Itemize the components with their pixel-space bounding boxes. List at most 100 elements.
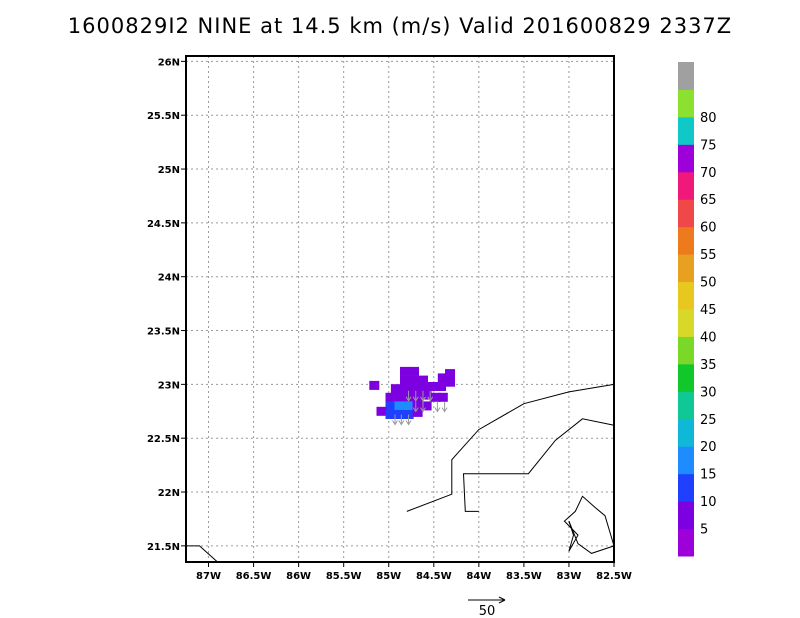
lat-tick-label: 24.5N	[147, 219, 180, 230]
colorbar-label: 80	[700, 111, 717, 126]
plot-frame	[185, 55, 615, 563]
colorbar-segment	[678, 199, 694, 228]
colorbar-label: 5	[700, 523, 708, 538]
lon-tick-label: 86.5W	[236, 571, 272, 582]
lon-tick-label: 83.5W	[506, 571, 542, 582]
wind-vector-head	[412, 407, 419, 413]
lon-tick-label: 83W	[556, 571, 581, 582]
wind-cell	[403, 410, 414, 419]
coastline	[462, 418, 615, 512]
wind-cell	[385, 410, 396, 419]
coastline	[563, 495, 615, 552]
colorbar-segment	[678, 501, 694, 530]
lat-tick-label: 25.5N	[147, 111, 180, 122]
grid-lines	[186, 56, 614, 562]
coastline	[186, 545, 218, 563]
wind-speed-cells	[369, 366, 455, 419]
colorbar-segment	[678, 116, 694, 145]
wind-vector-head	[398, 420, 405, 426]
lat-tick-label: 23N	[158, 380, 180, 391]
wind-vector-head	[412, 396, 419, 402]
wind-cell	[409, 384, 419, 394]
colorbar-label: 50	[700, 276, 717, 291]
lon-tick-label: 84.5W	[416, 571, 452, 582]
wind-cell	[400, 375, 410, 385]
colorbar-segment	[678, 62, 694, 90]
wind-cell	[437, 392, 448, 402]
wind-cell	[369, 380, 380, 390]
lat-tick-label: 22N	[158, 488, 180, 499]
figure-title: 1600829I2 NINE at 14.5 km (m/s) Valid 20…	[67, 14, 733, 38]
colorbar-label: 65	[700, 193, 717, 208]
coastline	[568, 520, 615, 554]
wind-vector-head	[441, 407, 448, 413]
colorbar-segment	[678, 89, 694, 118]
lat-tick-label: 24N	[158, 273, 180, 284]
colorbar-label: 10	[700, 495, 717, 510]
lon-tick-label: 86W	[286, 571, 311, 582]
colorbar-segment	[678, 281, 694, 310]
wind-cell	[385, 401, 396, 411]
wind-cell	[421, 401, 432, 411]
lat-tick-label: 23.5N	[147, 327, 180, 338]
wind-cell	[445, 369, 455, 379]
lon-tick-label: 82.5W	[596, 571, 632, 582]
wind-cell	[376, 406, 387, 416]
colorbar-segment	[678, 336, 694, 365]
colorbar-label: 15	[700, 468, 717, 483]
colorbar-segment	[678, 309, 694, 337]
colorbar-segment	[678, 473, 694, 502]
wind-cell	[400, 366, 410, 376]
coastline	[406, 383, 615, 512]
wind-vector-head	[405, 396, 412, 402]
wind-cell	[421, 390, 432, 400]
colorbar-segment	[678, 528, 694, 557]
wind-cell	[430, 392, 441, 402]
colorbar-label: 40	[700, 330, 717, 345]
colorbar-segment	[678, 144, 694, 173]
lon-tick-label: 85W	[376, 571, 401, 582]
wind-cell	[418, 375, 428, 385]
wind-cell	[436, 382, 446, 391]
colorbar: 5 10 15 20 25 30 35 40 45 50 55 60 65 70 75 80	[678, 62, 717, 557]
colorbar-segment	[678, 446, 694, 475]
colorbar-segment	[678, 254, 694, 283]
colorbar-segment	[678, 418, 694, 447]
latitude-axis: 21.5N 22N 22.5N 23N 23.5N 24N 24.5N 25N 25.5N 26N	[147, 57, 186, 553]
colorbar-label: 70	[700, 166, 717, 181]
lon-tick-label: 85.5W	[326, 571, 362, 582]
lat-tick-label: 25N	[158, 165, 180, 176]
wind-vector-head	[420, 396, 426, 402]
wind-cell	[385, 392, 396, 402]
colorbar-segment	[678, 226, 694, 255]
colorbar-segment	[678, 391, 694, 420]
colorbar-segment	[678, 171, 694, 200]
longitude-axis: 87W 86.5W 86W 85.5W 85W 84.5W 84W 83.5W 83W 82.5W	[196, 562, 632, 582]
colorbar-label: 25	[700, 413, 717, 428]
wind-vector-head	[392, 420, 398, 426]
wind-cell	[418, 384, 428, 394]
lon-tick-label: 84W	[466, 571, 491, 582]
lat-tick-label: 22.5N	[147, 434, 180, 445]
wind-cell	[403, 401, 414, 411]
wind-cell	[394, 401, 405, 411]
reference-vector-label: 50	[479, 604, 496, 618]
colorbar-label: 45	[700, 303, 717, 318]
colorbar-label: 35	[700, 358, 717, 373]
wind-cell	[409, 366, 419, 376]
lat-tick-label: 26N	[158, 57, 180, 68]
wind-cell	[412, 401, 423, 411]
lat-tick-label: 21.5N	[147, 542, 180, 553]
wind-cell	[445, 377, 455, 387]
wind-vector-head	[427, 396, 434, 402]
colorbar-label: 55	[700, 248, 717, 263]
coastlines	[186, 383, 615, 563]
reference-vector: 50	[468, 596, 506, 618]
wind-cell	[409, 375, 419, 385]
colorbar-label: 30	[700, 385, 717, 400]
colorbar-label: 75	[700, 138, 717, 153]
wind-vector-head	[434, 407, 441, 413]
colorbar-label: 20	[700, 440, 717, 455]
wind-vectors	[392, 390, 448, 426]
